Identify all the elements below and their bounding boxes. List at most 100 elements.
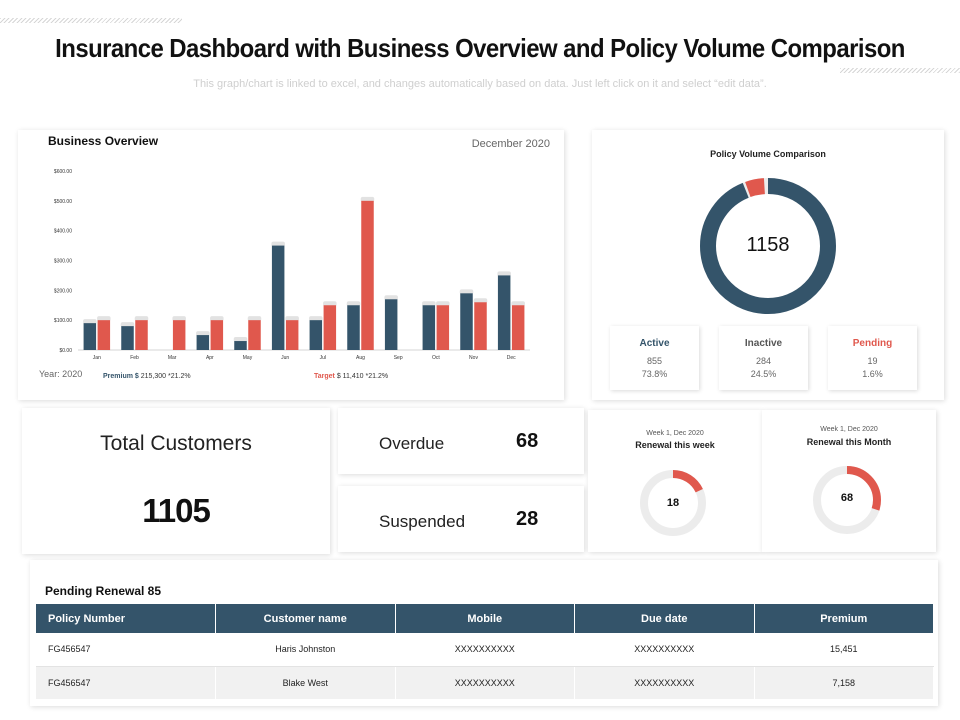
donut-active-arc [700, 178, 836, 314]
bar-premium [384, 299, 398, 350]
stat-active-pct: 73.8% [641, 369, 668, 379]
renewal-week-date: Week 1, Dec 2020 [646, 430, 704, 437]
bar-premium [271, 245, 285, 350]
x-tick-label: Aug [356, 355, 365, 361]
suspended-value: 28 [516, 508, 539, 530]
page-subtitle: This graph/chart is linked to excel, and… [193, 78, 767, 90]
cell-mobile: XXXXXXXXXX [395, 666, 575, 699]
bar-cap [309, 316, 323, 322]
bar-premium [196, 335, 210, 350]
stat-active-label: Active [639, 338, 670, 349]
year-label: Year: 2020 [39, 369, 83, 379]
bar-cap [97, 316, 111, 322]
renewal-month-date: Week 1, Dec 2020 [820, 426, 878, 433]
column-header-premium: Premium [754, 604, 934, 633]
overdue-label: Overdue [379, 434, 445, 453]
bar-target [248, 320, 261, 350]
bar-premium [121, 326, 134, 350]
gauge-arc [813, 466, 881, 534]
x-tick-label: Jul [320, 355, 326, 361]
bar-cap [120, 322, 135, 328]
renewal-week-gauge [640, 470, 706, 536]
stat-active-count: 855 [646, 356, 663, 366]
gauge-arc [640, 470, 706, 536]
premium-label: Premium $ [103, 373, 139, 380]
stat-active: Active 855 73.8% [610, 326, 699, 390]
column-header-due-date: Due date [574, 604, 755, 633]
renewal-month-card: Week 1, Dec 2020 Renewal this Month 68 [762, 410, 936, 552]
cell-premium: 7,158 [754, 666, 934, 699]
policy-volume-title: Policy Volume Comparison [710, 149, 826, 159]
bar-target [97, 320, 111, 350]
bar-cap [247, 316, 262, 322]
bar-cap [473, 298, 488, 304]
table-row[interactable]: FG456547 Haris Johnston XXXXXXXXXX XXXXX… [36, 633, 934, 667]
y-tick-label: $600.00 [54, 169, 72, 175]
y-tick-label: $300.00 [54, 259, 72, 265]
bar-target [210, 320, 224, 350]
bar-cap [459, 289, 474, 295]
cell-premium: 15,451 [754, 633, 934, 667]
pending-renewal-table: Policy Number Customer name Mobile Due d… [36, 604, 934, 699]
cell-customer-name: Blake West [215, 666, 396, 699]
stat-inactive-pct: 24.5% [750, 369, 777, 379]
overdue-value: 68 [516, 430, 539, 452]
bar-cap [134, 316, 149, 322]
column-header-customer-name: Customer name [215, 604, 396, 633]
suspended-label: Suspended [379, 512, 466, 531]
bar-cap [210, 316, 224, 322]
bar-premium [234, 341, 247, 350]
pending-renewal-title: Pending Renewal 85 [45, 584, 162, 598]
bar-premium [422, 305, 436, 350]
bar-cap [172, 316, 186, 322]
x-tick-label: Mar [168, 355, 177, 361]
bar-cap [384, 295, 398, 301]
bar-target [172, 320, 186, 350]
y-tick-label: $100.00 [54, 318, 72, 324]
y-tick-label: $0.00 [59, 348, 72, 354]
total-customers-value: 1105 [142, 492, 211, 529]
renewal-month-gauge [813, 466, 881, 534]
stat-inactive: Inactive 284 24.5% [719, 326, 808, 390]
target-value: $ 11,410 *21.2% [336, 373, 389, 380]
premium-summary: Premium $ 215,300 *21.2% [103, 373, 191, 380]
bar-cap [196, 331, 210, 337]
bar-cap [323, 301, 337, 307]
bar-cap [346, 301, 361, 307]
renewal-week-card: Week 1, Dec 2020 Renewal this week 18 [588, 410, 762, 552]
total-customers-card: Total Customers 1105 [22, 408, 330, 554]
premium-value: 215,300 *21.2% [140, 373, 191, 380]
renewal-week-title: Renewal this week [635, 440, 715, 450]
business-overview-chart: $0.00 $100.00 $200.00 $300.00 $400.00 $500.00… [54, 169, 530, 361]
x-tick-label: May [243, 355, 253, 361]
bar-target [511, 305, 525, 350]
stat-pending: Pending 19 1.6% [828, 326, 917, 390]
column-header-mobile: Mobile [395, 604, 575, 633]
bar-cap [497, 271, 511, 277]
x-tick-label: Jan [93, 355, 101, 361]
x-tick-label: Nov [469, 355, 478, 361]
bar-premium [460, 293, 473, 350]
page-title: Insurance Dashboard with Business Overvi… [55, 33, 905, 63]
target-label: Target [314, 373, 335, 380]
y-tick-label: $400.00 [54, 229, 72, 235]
table-row[interactable]: FG456547 Blake West XXXXXXXXXX XXXXXXXXX… [36, 666, 934, 699]
y-tick-label: $500.00 [54, 199, 72, 205]
stat-inactive-count: 284 [755, 356, 772, 366]
bar-cap [271, 241, 285, 247]
cell-mobile: XXXXXXXXXX [395, 633, 575, 667]
bar-premium [83, 323, 97, 350]
total-customers-label: Total Customers [100, 432, 252, 455]
bar-target [436, 305, 450, 350]
period-label: December 2020 [471, 138, 550, 150]
bar-cap [436, 301, 450, 307]
x-tick-label: Apr [206, 355, 214, 361]
cell-due-date: XXXXXXXXXX [574, 666, 755, 699]
policy-volume-card: Policy Volume Comparison 1158 Active 855… [592, 130, 944, 400]
bar-target [474, 302, 487, 350]
bar-cap [360, 196, 375, 202]
policy-volume-donut [700, 178, 836, 314]
decorative-stripe-top [0, 18, 182, 23]
target-summary: Target $ 11,410 *21.2% [314, 373, 388, 380]
policy-volume-total: 1158 [746, 234, 790, 256]
